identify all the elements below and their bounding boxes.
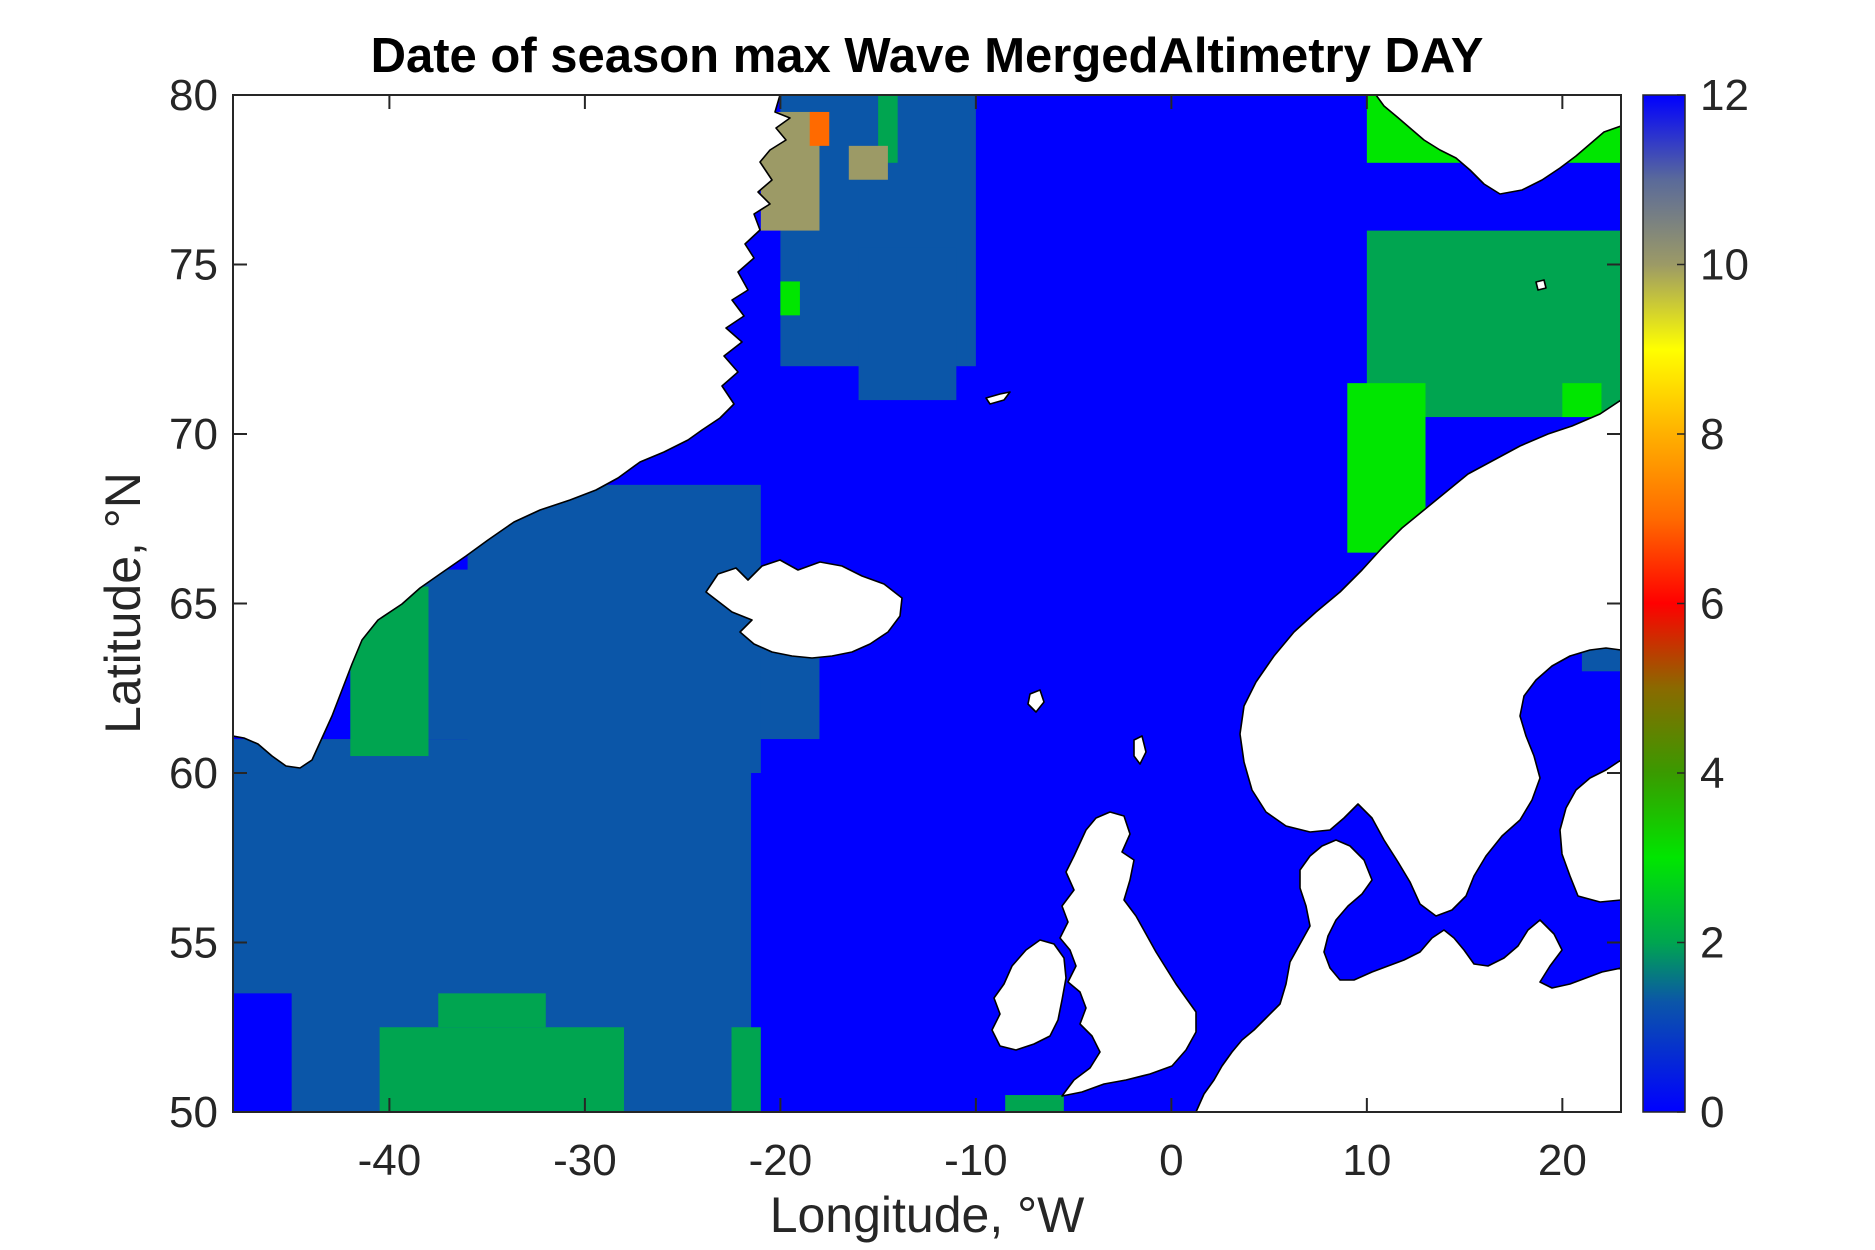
land-svalbard [1375, 95, 1621, 195]
heatmap-cell-11 [731, 1027, 761, 1112]
land-masses [233, 95, 1621, 1112]
heatmap-cell-9 [379, 1027, 624, 1112]
x-tick-label: 20 [1538, 1136, 1587, 1185]
colorbar-tick-label: 12 [1700, 71, 1749, 120]
colorbar-ticks: 0 2 4 6 8 10 12 [1677, 71, 1749, 1137]
land-greenland [233, 95, 791, 769]
colorbar-tick-label: 10 [1700, 241, 1749, 290]
land-jan-mayen [985, 391, 1011, 405]
heatmap-cell-12 [1005, 1095, 1064, 1112]
x-axis-label: Longitude, °W [770, 1187, 1085, 1243]
heatmap-cell-10 [438, 993, 546, 1028]
x-tick-label: 10 [1342, 1136, 1391, 1185]
land-faroe [1027, 689, 1045, 713]
y-tick-label: 65 [169, 580, 218, 629]
y-tick-label: 75 [169, 241, 218, 290]
y-tick-label: 50 [169, 1088, 218, 1137]
x-tick-label: -10 [944, 1136, 1008, 1185]
y-tick-label: 70 [169, 410, 218, 459]
colorbar-tick-label: 2 [1700, 919, 1724, 968]
colorbar-tick-label: 6 [1700, 580, 1724, 629]
plot-area [233, 95, 1621, 1112]
land-iceland [705, 559, 903, 659]
x-tick-label: 0 [1159, 1136, 1183, 1185]
colorbar-tick-label: 0 [1700, 1088, 1724, 1137]
x-tick-label: -30 [553, 1136, 617, 1185]
y-axis-label: Latitude, °N [95, 472, 151, 734]
heatmap-cell-21 [848, 145, 888, 180]
heatmap-cell-8 [233, 993, 292, 1112]
land-small-island-nord [1535, 279, 1547, 291]
heatmap-cell-6 [858, 247, 957, 401]
y-tick-label: 60 [169, 749, 218, 798]
axis-ticks: -40 -30 -20 -10 0 10 20 50 55 60 65 70 75 80 [169, 71, 1621, 1185]
land-great-britain [1059, 811, 1197, 1097]
heatmap-cell-4 [467, 484, 761, 773]
land-shetland [1133, 735, 1147, 765]
colorbar-tick-label: 4 [1700, 749, 1724, 798]
heatmap-cell-18 [1562, 383, 1602, 418]
y-tick-label: 80 [169, 71, 218, 120]
heatmap-cell-19 [780, 281, 800, 316]
land-ireland [991, 939, 1067, 1051]
y-tick-label: 55 [169, 919, 218, 968]
colorbar: 0 2 4 6 8 10 12 [1642, 71, 1749, 1137]
colorbar-tick-label: 8 [1700, 410, 1724, 459]
x-tick-label: -40 [358, 1136, 422, 1185]
x-tick-label: -20 [749, 1136, 813, 1185]
land-scandinavia [1195, 399, 1621, 1112]
heatmap-cell-22 [809, 111, 830, 146]
chart-title: Date of season max Wave MergedAltimetry … [371, 29, 1484, 83]
